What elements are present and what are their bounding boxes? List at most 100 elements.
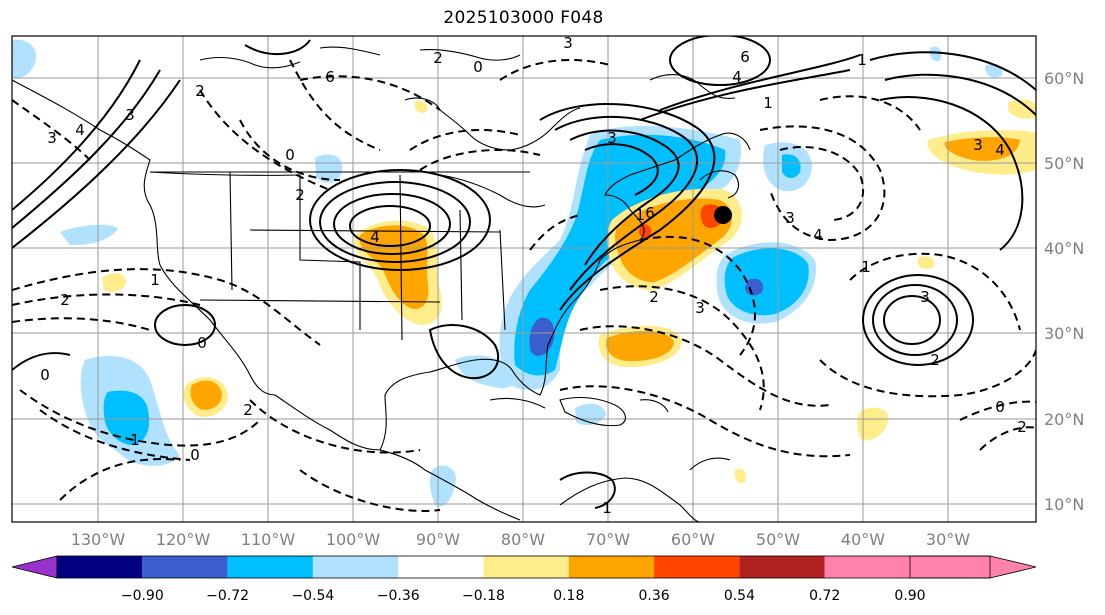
contour-label: 1 xyxy=(150,271,160,289)
contour-label: 3 xyxy=(125,106,135,124)
contour-label: 1 xyxy=(763,94,773,112)
shade-negative-nf-core xyxy=(782,154,801,178)
colorbar: −0.90 −0.72 −0.54 −0.36 −0.18 0.18 0.36 … xyxy=(11,555,1037,604)
lat-label: 60°N xyxy=(1044,69,1084,88)
lat-label: 50°N xyxy=(1044,154,1084,173)
contour-label: 0 xyxy=(995,398,1005,416)
contour-label: 4 xyxy=(732,68,742,86)
lat-label: 10°N xyxy=(1044,495,1084,514)
colorbar-segment xyxy=(568,556,655,578)
lon-label: 80°W xyxy=(501,530,545,549)
contour-label: 3 xyxy=(47,129,57,147)
contour-label: 3 xyxy=(695,299,705,317)
lon-label: 70°W xyxy=(586,530,630,549)
shade-negative-gulf xyxy=(455,355,516,389)
contour-label: 0 xyxy=(40,366,50,384)
contour-label: 2 xyxy=(195,82,205,100)
latitude-labels: 60°N 50°N 40°N 30°N 20°N 10°N xyxy=(1044,69,1084,514)
shade-positive-plains-core xyxy=(359,225,429,309)
colorbar-segment xyxy=(57,556,143,578)
colorbar-segment xyxy=(824,556,910,578)
contour-label: 0 xyxy=(190,446,200,464)
lon-label: 60°W xyxy=(671,530,715,549)
map-title: 2025103000 F048 xyxy=(443,8,604,28)
shade-positive-east-2 xyxy=(1008,99,1036,119)
contour-label: 4 xyxy=(813,226,823,244)
colorbar-tick-label: −0.36 xyxy=(377,588,420,604)
dashed-contours xyxy=(12,59,1036,512)
lon-label: 120°W xyxy=(156,530,211,549)
lat-label: 40°N xyxy=(1044,239,1084,258)
colorbar-tick-label: −0.72 xyxy=(206,588,249,604)
shade-negative-alaska xyxy=(12,39,37,79)
contour-label: 1 xyxy=(635,206,645,224)
shade-negative-greenland xyxy=(929,46,942,62)
coastlines xyxy=(12,46,751,522)
contour-label: 1 xyxy=(602,499,612,517)
lat-label: 20°N xyxy=(1044,410,1084,429)
shade-negative-central-am xyxy=(429,465,456,507)
shade-positive-east-core xyxy=(944,137,1020,161)
contour-label: 0 xyxy=(473,58,483,76)
map-frame xyxy=(11,35,1037,523)
contour-label: 2 xyxy=(433,49,443,67)
contour-label: 6 xyxy=(645,204,655,222)
contour-label: 3 xyxy=(563,34,573,52)
contour-label: 3 xyxy=(607,129,617,147)
shade-negative-pacific-core xyxy=(103,390,150,445)
contour-label: 0 xyxy=(197,334,207,352)
lon-label: 50°W xyxy=(756,530,800,549)
colorbar-tick-label: −0.18 xyxy=(462,588,505,604)
location-marker xyxy=(714,206,732,224)
colorbar-segment xyxy=(312,556,399,578)
contour-label: 4 xyxy=(995,141,1005,159)
contour-label: 2 xyxy=(243,401,253,419)
lon-label: 30°W xyxy=(926,530,970,549)
contour-label: 6 xyxy=(740,48,750,66)
shade-negative-small-3 xyxy=(985,63,1003,78)
colorbar-under-arrow xyxy=(11,555,58,579)
colorbar-outline xyxy=(56,555,991,579)
shade-positive-small-4 xyxy=(414,100,428,113)
colorbar-tick-label: −0.90 xyxy=(121,588,164,604)
colorbar-tick-label: 0.72 xyxy=(809,588,840,604)
colorbar-segment xyxy=(142,556,228,578)
lat-label: 30°N xyxy=(1044,324,1084,343)
contour-label: 2 xyxy=(649,288,659,306)
lon-label: 110°W xyxy=(241,530,296,549)
solid-contours xyxy=(12,36,1036,509)
contour-labels: 2 0 6 4 6 1 3 4 3 2 4 1 0 2 1 3 6 4 3 0 … xyxy=(40,34,1027,517)
contour-label: 1 xyxy=(861,258,871,276)
colorbar-segment xyxy=(227,556,313,578)
shade-negative-small-1 xyxy=(60,224,118,246)
shade-positive-atlantic-red2 xyxy=(639,224,652,239)
contour-label: 2 xyxy=(295,186,305,204)
lon-label: 130°W xyxy=(71,530,126,549)
longitude-labels: 130°W 120°W 110°W 100°W 90°W 80°W 70°W 6… xyxy=(71,530,970,549)
contour-label: 2 xyxy=(1017,418,1027,436)
colorbar-tick-label: 0.90 xyxy=(894,588,925,604)
lon-label: 100°W xyxy=(326,530,381,549)
colorbar-over-arrow xyxy=(909,555,1037,579)
shade-negative-caribbean xyxy=(575,403,606,426)
shade-negative-midatlantic-core xyxy=(724,248,809,316)
shade-positive-east-4 xyxy=(918,256,935,269)
contour-label: 1 xyxy=(130,431,140,449)
contour-label: 1 xyxy=(857,51,867,69)
contour-label: 6 xyxy=(325,68,335,86)
shade-positive-east-3 xyxy=(857,407,889,441)
shade-negative-midatlantic-deep xyxy=(745,278,764,296)
shade-positive-small-5 xyxy=(734,468,746,484)
colorbar-tick-label: 0.36 xyxy=(639,588,670,604)
contour-label: 4 xyxy=(370,228,380,246)
colorbar-ticks: −0.90 −0.72 −0.54 −0.36 −0.18 0.18 0.36 … xyxy=(121,588,926,604)
colorbar-tick-label: 0.18 xyxy=(553,588,584,604)
shade-negative-small-2 xyxy=(315,154,343,183)
contour-label: 3 xyxy=(973,136,983,154)
shade-positive-small-1 xyxy=(102,273,126,292)
map-plot-area: 2 0 6 4 6 1 3 4 3 2 4 1 0 2 1 3 6 4 3 0 … xyxy=(12,34,1036,522)
contour-label: 2 xyxy=(930,351,940,369)
colorbar-tick-label: 0.54 xyxy=(724,588,755,604)
contour-label: 3 xyxy=(785,209,795,227)
